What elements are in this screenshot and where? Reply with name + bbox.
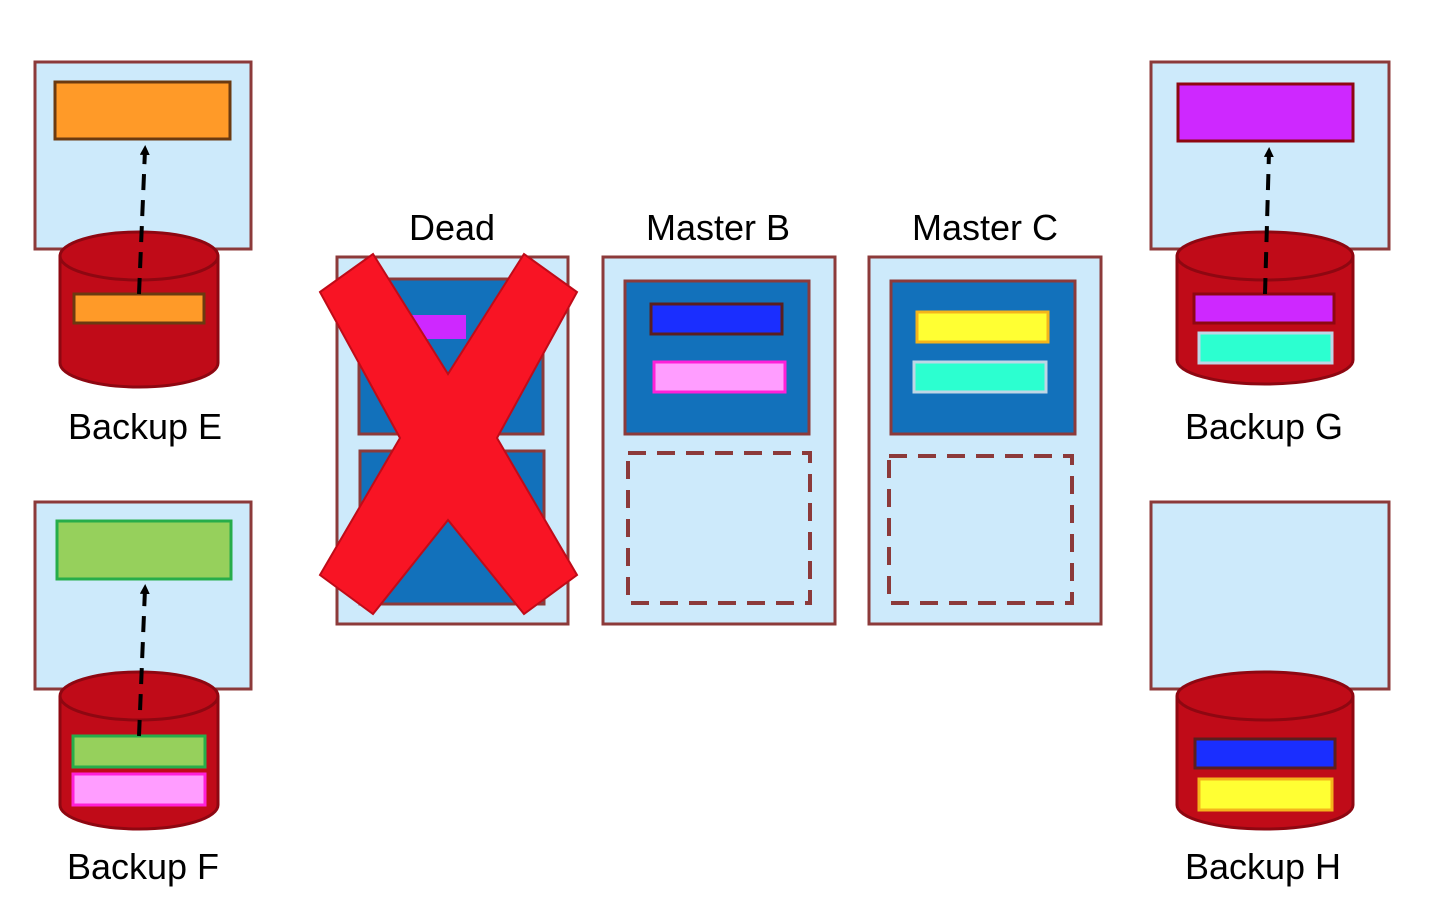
backup-g-node: Backup G	[1149, 60, 1391, 447]
backup-f-memory-segment-green	[55, 519, 233, 581]
backup-g-label: Backup G	[1185, 406, 1343, 447]
dead-master-node: Dead	[318, 207, 579, 626]
backup-h-disk-segment-yellow	[1197, 777, 1334, 812]
backup-h-disk-icon	[1175, 670, 1355, 831]
backup-f-disk-segment-green	[71, 734, 207, 769]
backup-f-disk-segment-pink	[71, 772, 207, 807]
backup-f-node: Backup F	[33, 500, 253, 887]
backup-h-server	[1149, 500, 1391, 691]
backup-h-label: Backup H	[1185, 846, 1341, 887]
master-b-node: Master B	[601, 207, 837, 626]
master-b-label: Master B	[646, 207, 790, 248]
backup-h-node: Backup H	[1149, 500, 1391, 887]
master-c-label: Master C	[912, 207, 1058, 248]
backup-e-node: Backup E	[33, 60, 253, 447]
backup-e-memory-segment-orange	[53, 80, 232, 141]
dead-label: Dead	[409, 207, 495, 248]
backup-e-label: Backup E	[68, 406, 222, 447]
master-c-node: Master C	[867, 207, 1103, 626]
backup-h-disk-segment-blue	[1193, 737, 1337, 770]
x-mark-icon	[318, 252, 579, 616]
master-c-record-teal	[912, 360, 1048, 394]
backup-g-recovery-arrow-icon	[1263, 147, 1274, 295]
backup-g-disk-segment-magenta	[1192, 292, 1336, 325]
master-c-segment-empty	[887, 454, 1074, 605]
backup-f-label: Backup F	[67, 846, 219, 887]
backup-e-disk-segment-orange	[72, 292, 206, 325]
master-c-record-yellow	[915, 310, 1050, 344]
backup-g-disk-segment-teal	[1197, 331, 1334, 365]
master-b-record-pink	[652, 360, 787, 394]
master-c-segment-active	[889, 279, 1077, 436]
master-b-record-blue	[649, 302, 784, 336]
master-b-segment-empty	[626, 451, 812, 605]
backup-g-memory-segment-magenta	[1176, 82, 1355, 143]
